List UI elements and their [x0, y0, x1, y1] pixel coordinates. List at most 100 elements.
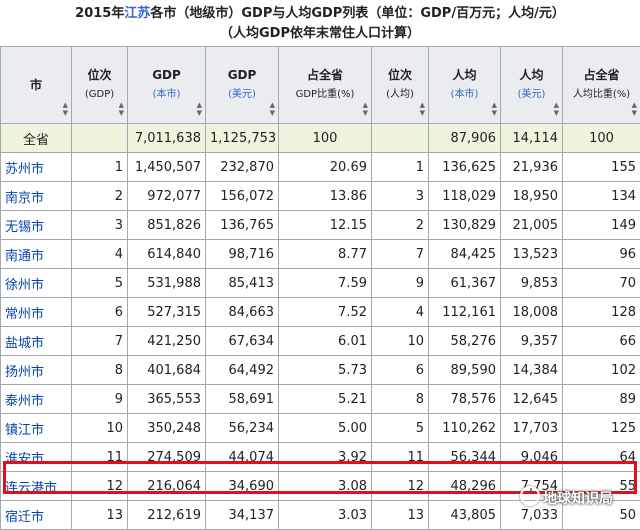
column-header-label: 市	[30, 78, 42, 92]
city-link[interactable]: 苏州市	[1, 153, 72, 182]
table-cell	[372, 124, 429, 153]
table-cell: 84,425	[429, 240, 501, 269]
table-cell: 112,161	[429, 298, 501, 327]
table-cell: 8	[372, 385, 429, 414]
city-link[interactable]: 宿迁市	[1, 501, 72, 530]
table-cell: 13.86	[279, 182, 372, 211]
table-cell: 13,523	[501, 240, 563, 269]
table-cell: 3	[72, 211, 128, 240]
column-header-3[interactable]: GDP(美元)▲▼	[206, 47, 279, 124]
table-cell: 9	[372, 269, 429, 298]
table-cell: 851,826	[128, 211, 206, 240]
table-cell: 3	[372, 182, 429, 211]
column-header-label: 人均	[452, 68, 476, 82]
table-cell: 84,663	[206, 298, 279, 327]
column-header-1[interactable]: 位次(GDP)▲▼	[72, 47, 128, 124]
table-cell: 11	[72, 443, 128, 472]
city-link[interactable]: 扬州市	[1, 356, 72, 385]
column-header-sublabel: (GDP)	[76, 85, 123, 105]
city-link[interactable]: 淮安市	[1, 443, 72, 472]
table-cell: 98,716	[206, 240, 279, 269]
table-cell: 70	[563, 269, 640, 298]
table-cell: 1	[372, 153, 429, 182]
column-header-sublabel: 人均比重(%)	[567, 85, 636, 105]
sort-arrows-icon[interactable]: ▲▼	[119, 101, 124, 117]
table-cell: 212,619	[128, 501, 206, 530]
sort-arrows-icon[interactable]: ▲▼	[63, 101, 68, 117]
caption-year: 2015年	[75, 6, 124, 21]
table-cell: 3.03	[279, 501, 372, 530]
table-cell: 96	[563, 240, 640, 269]
city-link[interactable]: 常州市	[1, 298, 72, 327]
table-cell: 21,005	[501, 211, 563, 240]
column-header-6[interactable]: 人均(本市)▲▼	[429, 47, 501, 124]
sort-arrows-icon[interactable]: ▲▼	[492, 101, 497, 117]
table-cell: 216,064	[128, 472, 206, 501]
sort-arrows-icon[interactable]: ▲▼	[197, 101, 202, 117]
table-cell: 43,805	[429, 501, 501, 530]
table-cell: 5.00	[279, 414, 372, 443]
table-cell: 156,072	[206, 182, 279, 211]
table-cell: 58,276	[429, 327, 501, 356]
column-header-label: 占全省	[583, 68, 619, 82]
table-cell: 89	[563, 385, 640, 414]
table-cell: 56,344	[429, 443, 501, 472]
table-cell: 58,691	[206, 385, 279, 414]
city-link[interactable]: 盐城市	[1, 327, 72, 356]
table-cell: 134	[563, 182, 640, 211]
city-link[interactable]: 南京市	[1, 182, 72, 211]
sort-arrows-icon[interactable]: ▲▼	[420, 101, 425, 117]
city-link[interactable]: 连云港市	[1, 472, 72, 501]
column-header-sublabel: (人均)	[376, 85, 424, 105]
sort-arrows-icon[interactable]: ▲▼	[554, 101, 559, 117]
table-cell: 4	[72, 240, 128, 269]
table-cell: 14,384	[501, 356, 563, 385]
table-cell: 61,367	[429, 269, 501, 298]
table-cell: 20.69	[279, 153, 372, 182]
city-link[interactable]: 徐州市	[1, 269, 72, 298]
table-cell: 12	[72, 472, 128, 501]
table-cell: 8.77	[279, 240, 372, 269]
table-cell: 1	[72, 153, 128, 182]
table-cell: 3.08	[279, 472, 372, 501]
city-link[interactable]: 无锡市	[1, 211, 72, 240]
column-header-0[interactable]: 市 ▲▼	[1, 47, 72, 124]
column-header-sublabel: (本市)	[132, 85, 201, 105]
column-header-7[interactable]: 人均(美元)▲▼	[501, 47, 563, 124]
city-link[interactable]: 泰州市	[1, 385, 72, 414]
table-cell: 5.73	[279, 356, 372, 385]
caption-province-link[interactable]: 江苏	[124, 6, 150, 21]
table-cell: 17,703	[501, 414, 563, 443]
table-cell: 2	[72, 182, 128, 211]
table-cell: 56,234	[206, 414, 279, 443]
column-header-5[interactable]: 位次(人均)▲▼	[372, 47, 429, 124]
column-header-8[interactable]: 占全省人均比重(%)▲▼	[563, 47, 640, 124]
column-header-sublabel: GDP比重(%)	[283, 85, 367, 105]
city-link[interactable]: 南通市	[1, 240, 72, 269]
table-cell: 87,906	[429, 124, 501, 153]
total-label: 全省	[1, 124, 72, 153]
table-cell: 7.52	[279, 298, 372, 327]
sort-arrows-icon[interactable]: ▲▼	[363, 101, 368, 117]
sort-arrows-icon[interactable]: ▲▼	[632, 101, 637, 117]
table-cell: 44,074	[206, 443, 279, 472]
table-cell: 64	[563, 443, 640, 472]
table-cell: 6	[72, 298, 128, 327]
table-cell: 1,125,753	[206, 124, 279, 153]
table-cell: 48,296	[429, 472, 501, 501]
city-link[interactable]: 镇江市	[1, 414, 72, 443]
table-cell: 136,625	[429, 153, 501, 182]
table-cell: 9	[72, 385, 128, 414]
table-cell: 128	[563, 298, 640, 327]
column-header-sublabel: (美元)	[210, 85, 274, 105]
table-cell: 102	[563, 356, 640, 385]
table-cell: 110,262	[429, 414, 501, 443]
column-header-2[interactable]: GDP(本市)▲▼	[128, 47, 206, 124]
sort-arrows-icon[interactable]: ▲▼	[270, 101, 275, 117]
